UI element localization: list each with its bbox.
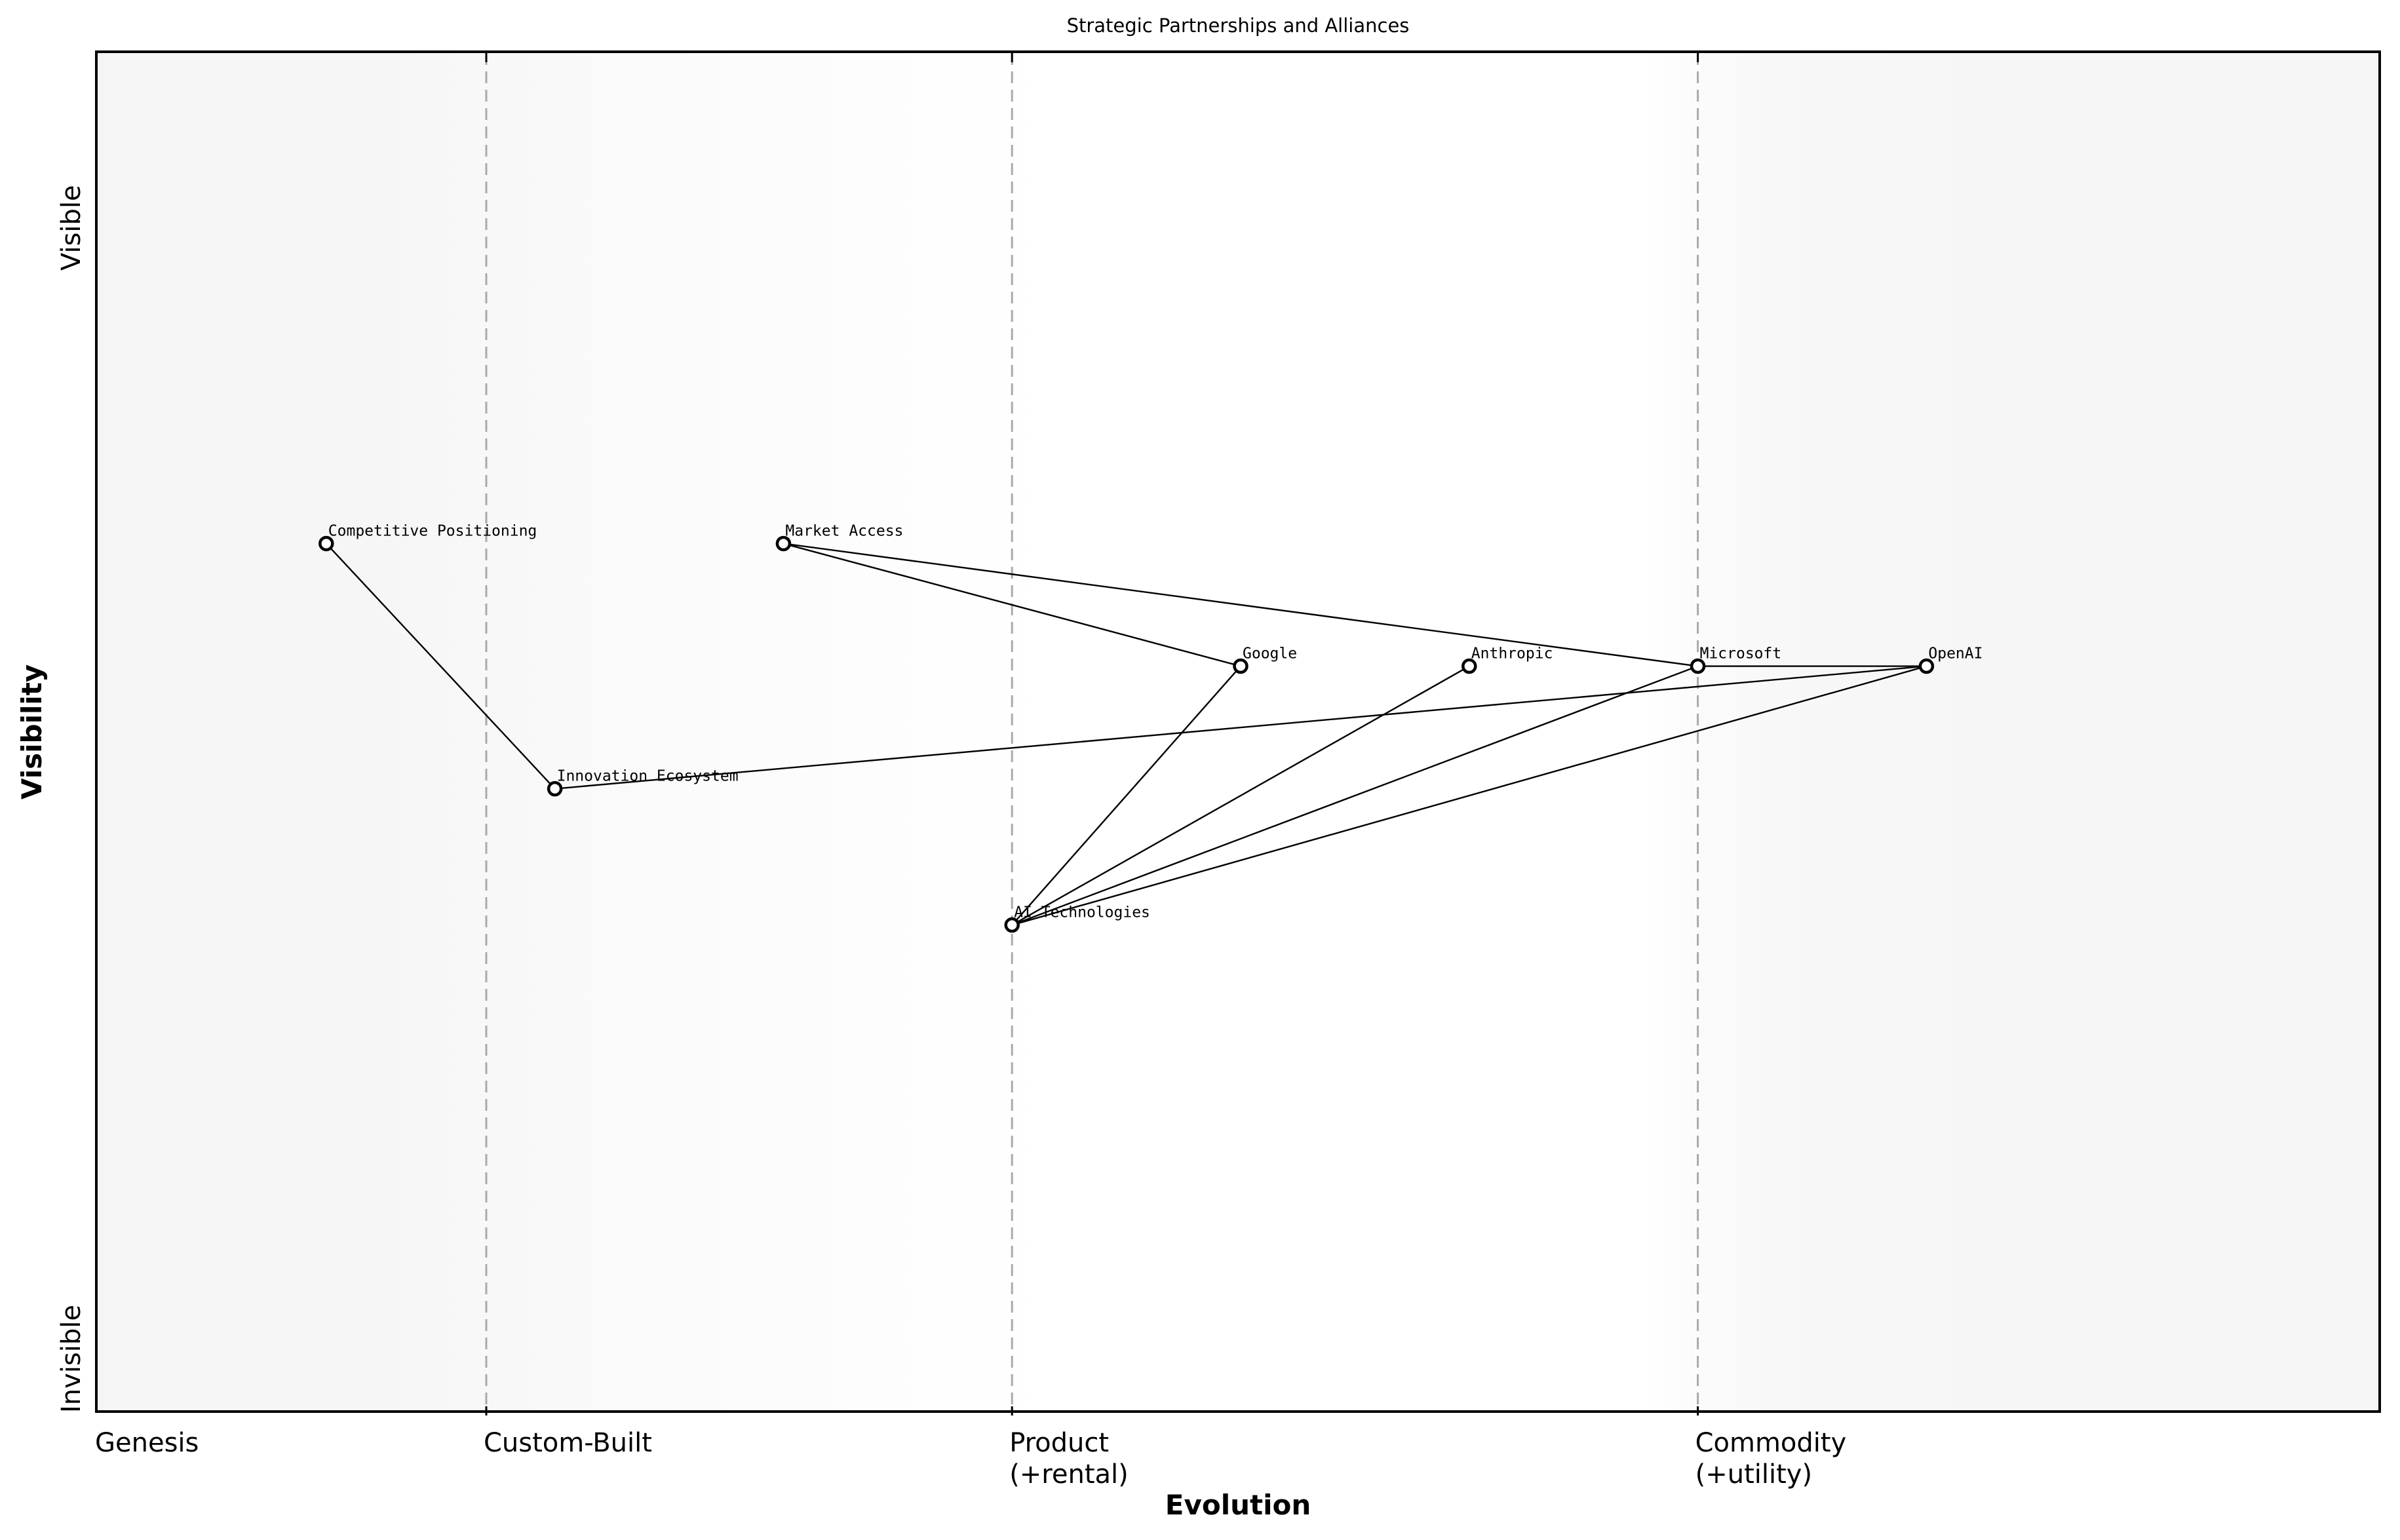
dependency-edge bbox=[783, 543, 1241, 667]
dependency-edge bbox=[554, 665, 1927, 790]
node-marker-innovation-ecosystem[interactable] bbox=[547, 780, 563, 797]
node-marker-google[interactable] bbox=[1233, 658, 1248, 674]
node-label-anthropic: Anthropic bbox=[1471, 645, 1553, 663]
y-axis-label: Visibility bbox=[16, 664, 48, 799]
node-marker-openai[interactable] bbox=[1918, 658, 1935, 674]
chart-title: Strategic Partnerships and Alliances bbox=[1066, 14, 1410, 37]
node-label-market-access: Market Access bbox=[785, 522, 903, 539]
x-axis-label: Evolution bbox=[1165, 1489, 1311, 1521]
node-label-competitive-positioning: Competitive Positioning bbox=[328, 522, 537, 539]
plot-area: Competitive Positioning Market Access Goog… bbox=[95, 50, 2381, 1415]
node-label-google: Google bbox=[1243, 645, 1297, 663]
node-marker-ai-technologies[interactable] bbox=[1004, 917, 1020, 933]
node-label-microsoft: Microsoft bbox=[1700, 645, 1782, 663]
node-label-openai: OpenAI bbox=[1928, 645, 1983, 663]
node-marker-microsoft[interactable] bbox=[1690, 658, 1706, 674]
x-stage-label: Product (+rental) bbox=[1009, 1428, 1129, 1490]
node-marker-anthropic[interactable] bbox=[1461, 658, 1477, 674]
dependency-edge bbox=[325, 543, 556, 790]
y-tick-label: Invisible bbox=[56, 1305, 87, 1413]
dependency-edge bbox=[783, 543, 1698, 667]
x-stage-label: Custom-Built bbox=[483, 1428, 652, 1458]
node-marker-market-access[interactable] bbox=[775, 535, 792, 552]
x-stage-label: Commodity (+utility) bbox=[1695, 1428, 1847, 1490]
dependency-edge bbox=[1011, 665, 1699, 926]
x-stage-label: Genesis bbox=[95, 1428, 199, 1458]
node-label-innovation-ecosystem: Innovation Ecosystem bbox=[557, 768, 739, 785]
wardley-map-canvas: Competitive Positioning Market Access Goog… bbox=[319, 53, 1983, 1415]
node-label-ai-technologies: AI Technologies bbox=[1014, 904, 1150, 921]
y-tick-label: Visible bbox=[56, 185, 87, 271]
dependency-edge bbox=[1011, 665, 1927, 926]
node-marker-competitive-positioning[interactable] bbox=[319, 535, 334, 552]
dependency-edge bbox=[1011, 665, 1241, 926]
dependency-edge bbox=[1011, 665, 1470, 926]
